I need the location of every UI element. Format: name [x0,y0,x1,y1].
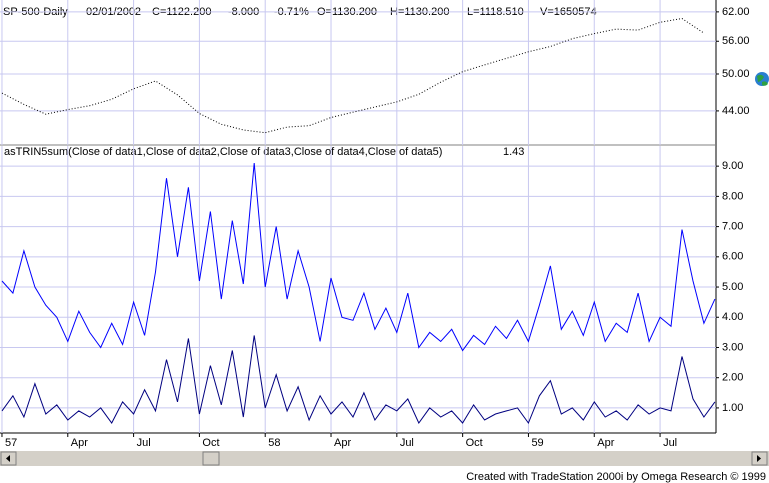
arrow-right [757,455,761,462]
y-tick-label: 1.00 [722,402,743,414]
scroll-thumb[interactable] [202,451,220,466]
footer: Created with TradeStation 2000i by Omega… [466,471,766,483]
y-tick-label: 4.00 [722,311,743,323]
x-tick-label: 57 [5,437,17,449]
x-tick-label: Apr [597,437,614,449]
x-tick-label: Apr [334,437,351,449]
globe-land [757,74,768,86]
x-tick-label: Oct [466,437,483,449]
y-tick-label: 56.00 [722,35,750,47]
y-tick-label: 6.00 [722,251,743,263]
series-line [1,17,705,134]
arrow-left [6,455,10,462]
x-tick-label: Jul [400,437,414,449]
y-tick-label: 9.00 [722,160,743,172]
y-tick-label: 50.00 [722,68,750,80]
y-tick-label: 8.00 [722,190,743,202]
indicator-value: 1.43 [503,146,524,158]
x-tick-label: Jul [137,437,151,449]
x-tick-label: 58 [268,437,280,449]
series-line [1,335,716,425]
y-tick-label: 62.00 [722,6,750,18]
y-tick-label: 44.00 [722,105,750,117]
series-line [1,163,716,352]
indicator-title: asTRIN5sum(Close of data1,Close of data2… [4,146,442,158]
x-tick-label: Oct [202,437,219,449]
x-tick-label: Apr [71,437,88,449]
x-tick-label: Jul [663,437,677,449]
scrollbar[interactable] [0,451,769,466]
y-tick-label: 3.00 [722,341,743,353]
y-tick-label: 2.00 [722,372,743,384]
y-tick-label: 5.00 [722,281,743,293]
x-tick-label: 59 [531,437,543,449]
y-tick-label: 7.00 [722,221,743,233]
